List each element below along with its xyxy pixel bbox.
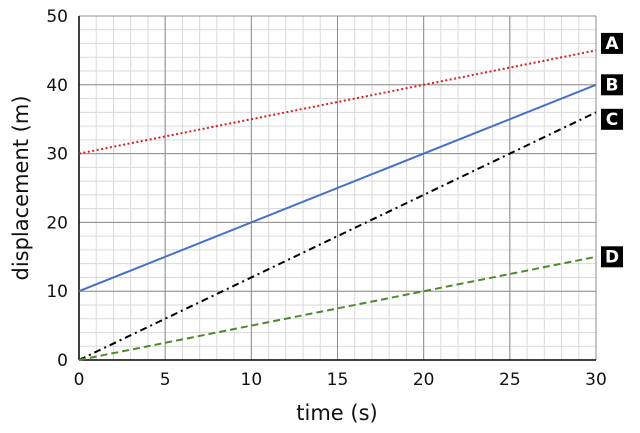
plot-frame — [78, 16, 596, 361]
y-tick-label: 50 — [46, 7, 68, 27]
x-tick-label: 5 — [160, 370, 171, 390]
line-label-b: B — [606, 75, 619, 95]
y-tick-label: 30 — [46, 145, 68, 165]
series-line-b — [78, 83, 597, 293]
line-label-a: A — [605, 34, 619, 54]
line-label-box-c — [601, 108, 623, 130]
line-label-box-d — [601, 246, 623, 268]
line-label-c: C — [606, 110, 618, 130]
x-tick-label: 15 — [327, 370, 349, 390]
line-label-d: D — [605, 247, 619, 267]
x-tick-labels: 0 5 10 15 20 25 30 — [74, 370, 607, 390]
y-tick-label: 10 — [46, 282, 68, 302]
x-tick-label: 0 — [74, 370, 85, 390]
y-tick-label: 20 — [46, 213, 68, 233]
line-label-box-a — [601, 32, 623, 54]
series-layer — [78, 49, 597, 361]
line-labels: A BC D — [601, 32, 623, 268]
x-tick-label: 10 — [241, 370, 263, 390]
y-tick-labels: 0 10 20 30 40 50 — [46, 7, 68, 371]
line-label-box-b — [601, 74, 623, 96]
y-tick-label: 0 — [57, 351, 68, 371]
y-tick-label: 40 — [46, 76, 68, 96]
x-tick-label: 25 — [499, 370, 521, 390]
x-tick-label: 30 — [585, 370, 607, 390]
x-tick-label: 20 — [413, 370, 435, 390]
x-axis-title: time (s) — [296, 401, 377, 425]
y-axis-title: displacement (m) — [9, 95, 33, 280]
series-line-c — [78, 111, 597, 361]
